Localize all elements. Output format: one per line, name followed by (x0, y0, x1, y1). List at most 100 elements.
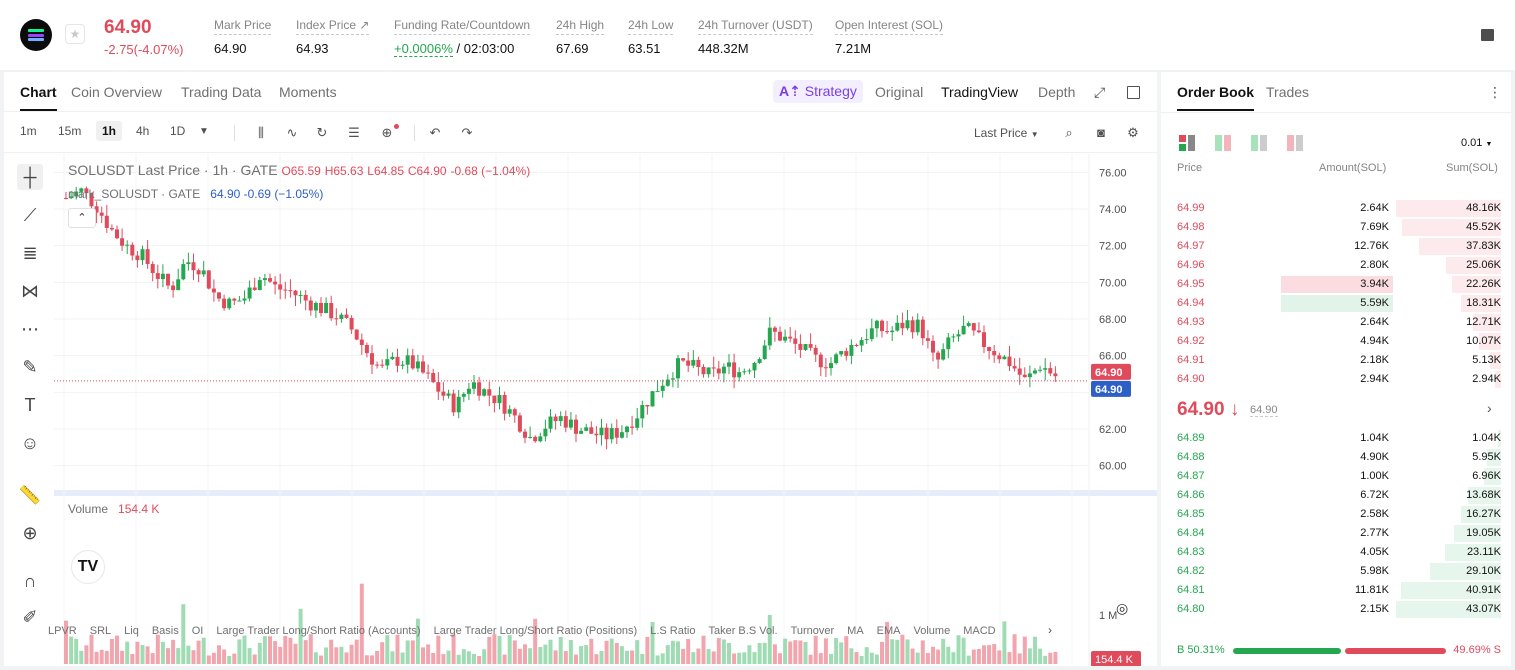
timeframe-1h[interactable]: 1h (96, 121, 123, 141)
tab-coin-overview[interactable]: Coin Overview (71, 84, 163, 100)
chevron-right-icon[interactable]: › (1487, 400, 1492, 416)
bid-row[interactable]: 64.88 4.90K 5.95K (1161, 448, 1511, 467)
search-icon[interactable]: ⌕ (1065, 125, 1073, 140)
tab-depth[interactable]: Depth (1038, 84, 1076, 100)
reset-view-icon[interactable]: ◎ (1116, 600, 1129, 616)
mark-value: 64.90 -0.69 (−1.05%) (210, 187, 324, 201)
ask-row[interactable]: 64.90 2.94K 2.94K (1161, 370, 1511, 389)
zoom-in-icon[interactable]: ⊕ (22, 523, 38, 543)
bid-row[interactable]: 64.84 2.77K 19.05K (1161, 524, 1511, 543)
tab-moments[interactable]: Moments (279, 84, 337, 100)
bid-row[interactable]: 64.83 4.05K 23.11K (1161, 543, 1511, 562)
ask-row[interactable]: 64.97 12.76K 37.83K (1161, 237, 1511, 256)
timeframe-1d[interactable]: 1D (170, 124, 186, 138)
volume-bar (895, 639, 900, 664)
timeframe-dropdown-icon[interactable]: ▼ (199, 126, 209, 137)
camera-icon[interactable]: ◙ (1097, 125, 1105, 140)
ask-amount: 3.94K (1360, 278, 1389, 290)
tab-original[interactable]: Original (875, 84, 924, 100)
timeframe-15m[interactable]: 15m (58, 124, 82, 138)
fullscreen-icon[interactable] (1127, 86, 1140, 99)
stat-label[interactable]: Funding Rate/Countdown (394, 18, 531, 35)
price-type-select[interactable]: Last Price ▼ (974, 126, 1039, 140)
candle-type-icon[interactable]: ⫼ (258, 125, 264, 140)
add-alert-icon[interactable]: ⊕ (381, 125, 393, 140)
timeframe-1m[interactable]: 1m (20, 124, 37, 138)
bid-row[interactable]: 64.81 11.81K 40.91K (1161, 581, 1511, 600)
candle-body (696, 359, 701, 367)
indicator-2[interactable]: Liq (124, 625, 139, 637)
strategy-button[interactable]: A⇡ Strategy (773, 80, 863, 103)
bid-price: 64.84 (1177, 527, 1205, 539)
ask-row[interactable]: 64.91 2.18K 5.13K (1161, 351, 1511, 370)
indicator-3[interactable]: Basis (151, 625, 179, 637)
stat-label[interactable]: Mark Price (214, 18, 272, 35)
compare-icon[interactable]: ↻ (316, 125, 328, 140)
indicator-0[interactable]: LPVR (48, 625, 77, 637)
indicator-11[interactable]: EMA (876, 625, 901, 637)
templates-icon[interactable]: ☰ (348, 125, 360, 140)
bid-row[interactable]: 64.86 6.72K 13.68K (1161, 486, 1511, 505)
pattern-icon[interactable]: ⋈ (21, 281, 39, 301)
bid-row[interactable]: 64.82 5.98K 29.10K (1161, 562, 1511, 581)
view-asks-icon[interactable] (1287, 135, 1303, 151)
indicator-12[interactable]: Volume (913, 625, 951, 637)
ask-row[interactable]: 64.96 2.80K 25.06K (1161, 256, 1511, 275)
emoji-icon[interactable]: ☺ (20, 433, 40, 453)
indicator-4[interactable]: OI (191, 625, 204, 637)
indicator-8[interactable]: Taker B.S Vol. (708, 625, 778, 637)
ask-row[interactable]: 64.99 2.64K 48.16K (1161, 199, 1511, 218)
tab-trades[interactable]: Trades (1266, 84, 1310, 100)
fib-lines-icon[interactable]: ≣ (22, 243, 38, 263)
bid-row[interactable]: 64.87 1.00K 6.96K (1161, 467, 1511, 486)
timeframe-4h[interactable]: 4h (136, 124, 150, 138)
crosshair-icon[interactable]: ┼ (17, 164, 43, 190)
indicator-13[interactable]: MACD (963, 625, 996, 637)
undo-icon[interactable]: ↶ (429, 125, 441, 140)
settings-gear-icon[interactable]: ⚙ (1127, 125, 1139, 140)
ask-row[interactable]: 64.98 7.69K 45.52K (1161, 218, 1511, 237)
expand-icon[interactable]: ⤢ (1094, 84, 1106, 100)
favorite-star-icon[interactable]: ★ (65, 24, 85, 44)
volume-bar (691, 652, 696, 664)
forecast-icon[interactable]: ⋯ (21, 319, 39, 339)
tab-tradingview[interactable]: TradingView (941, 84, 1019, 100)
brush-icon[interactable]: ✎ (22, 357, 38, 377)
view-bids-icon[interactable] (1251, 135, 1267, 151)
tab-chart[interactable]: Chart (20, 84, 57, 111)
indicator-6[interactable]: Large Trader Long/Short Ratio (Positions… (433, 625, 638, 637)
magnet-icon[interactable]: ∩ (23, 571, 37, 591)
ruler-icon[interactable]: 📏 (18, 485, 42, 505)
indicator-9[interactable]: Turnover (790, 625, 835, 637)
indicator-1[interactable]: SRL (89, 625, 112, 637)
ask-row[interactable]: 64.95 3.94K 22.26K (1161, 275, 1511, 294)
indicator-7[interactable]: L.S Ratio (650, 625, 696, 637)
more-options-icon[interactable]: ⋮ (1488, 84, 1502, 100)
bid-row[interactable]: 64.89 1.04K 1.04K (1161, 429, 1511, 448)
view-both-alt-icon[interactable] (1215, 135, 1231, 151)
indicators-icon[interactable]: ∿ (286, 125, 298, 140)
candle-body (920, 319, 925, 339)
ask-row[interactable]: 64.92 4.94K 10.07K (1161, 332, 1511, 351)
indicator-10[interactable]: MA (847, 625, 864, 637)
precision-select[interactable]: 0.01 ▼ (1461, 137, 1492, 149)
pencil-lock-icon[interactable]: ✐ (22, 607, 38, 627)
ask-row[interactable]: 64.93 2.64K 12.71K (1161, 313, 1511, 332)
text-tool-icon[interactable]: T (24, 395, 36, 415)
guide-book-icon[interactable] (1481, 29, 1494, 41)
trendline-icon[interactable]: ⟋ (23, 205, 37, 225)
stat-label[interactable]: Index Price ↗ (296, 18, 370, 35)
tab-trading-data[interactable]: Trading Data (181, 84, 262, 100)
redo-icon[interactable]: ↷ (461, 125, 473, 140)
volume-bar (451, 634, 456, 664)
ask-row[interactable]: 64.94 5.59K 18.31K (1161, 294, 1511, 313)
collapse-legend-icon[interactable]: ⌃ (68, 208, 96, 228)
scroll-right-icon[interactable]: › (1048, 623, 1052, 637)
bid-row[interactable]: 64.80 2.15K 43.07K (1161, 600, 1511, 619)
bid-row[interactable]: 64.85 2.58K 16.27K (1161, 505, 1511, 524)
stat-label[interactable]: Open Interest (SOL) (835, 18, 944, 35)
indicator-5[interactable]: Large Trader Long/Short Ratio (Accounts) (216, 625, 421, 637)
view-both-icon[interactable] (1179, 135, 1195, 151)
candlestick-chart[interactable]: 76.0074.0072.0070.0068.0066.0064.0062.00… (54, 154, 1157, 666)
tab-order-book[interactable]: Order Book (1177, 84, 1255, 111)
